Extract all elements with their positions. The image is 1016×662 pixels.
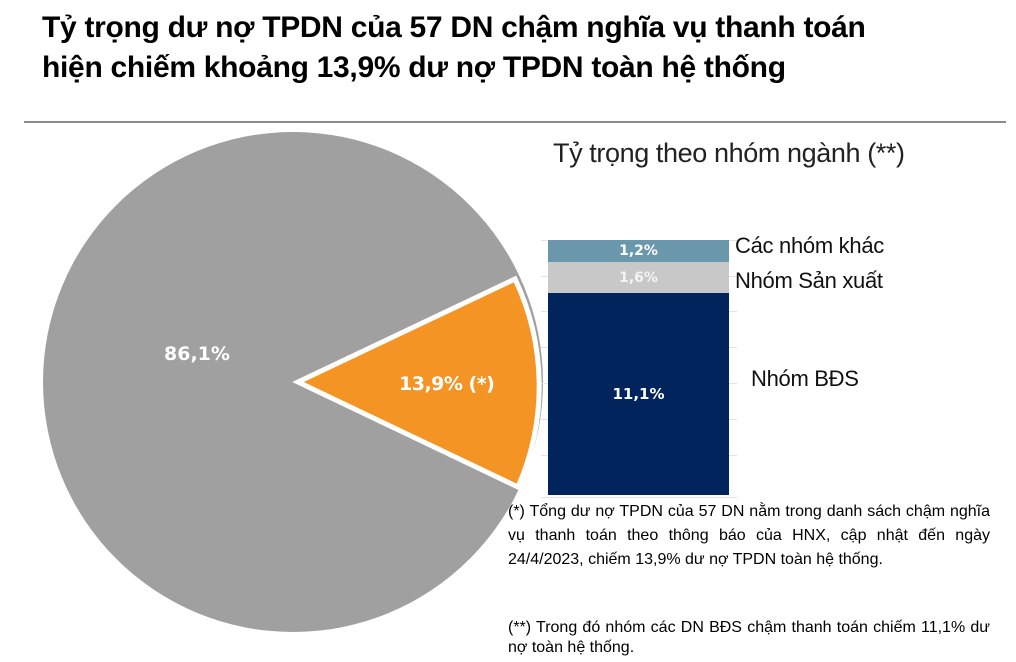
title-line-2: hiện chiếm khoảng 13,9% dư nợ TPDN toàn … — [42, 51, 786, 84]
bar-legend-manufacturing: Nhóm Sản xuất — [735, 268, 883, 293]
gridline — [541, 497, 737, 498]
pie-slice-highlight — [292, 275, 542, 491]
divider — [24, 121, 1006, 123]
bar-segment-other: 1,2% — [548, 240, 729, 262]
pie-label-highlight: 13,9% (*) — [399, 373, 495, 395]
bar-segment-manufacturing: 1,6% — [548, 262, 729, 293]
pie-label-rest: 86,1% — [164, 343, 230, 365]
bar-value-real-estate: 11,1% — [612, 385, 665, 403]
bar-value-other: 1,2% — [619, 243, 658, 259]
bar-legend-other: Các nhóm khác — [735, 233, 884, 258]
page-title: Tỷ trọng dư nợ TPDN của 57 DN chậm nghĩa… — [42, 8, 1002, 88]
title-line-1: Tỷ trọng dư nợ TPDN của 57 DN chậm nghĩa… — [42, 11, 866, 44]
bar-value-manufacturing: 1,6% — [619, 269, 658, 286]
bar-chart-title: Tỷ trọng theo nhóm ngành (**) — [553, 138, 905, 168]
footnote-1: (*) Tổng dư nợ TPDN của 57 DN nằm trong … — [508, 503, 990, 568]
bar-legend-real-estate: Nhóm BĐS — [751, 366, 859, 391]
bar-segment-real-estate: 11,1% — [548, 293, 729, 495]
footnote-2: (**) Trong đó nhóm các DN BĐS chậm thanh… — [508, 619, 990, 656]
pie-chart — [43, 132, 543, 632]
